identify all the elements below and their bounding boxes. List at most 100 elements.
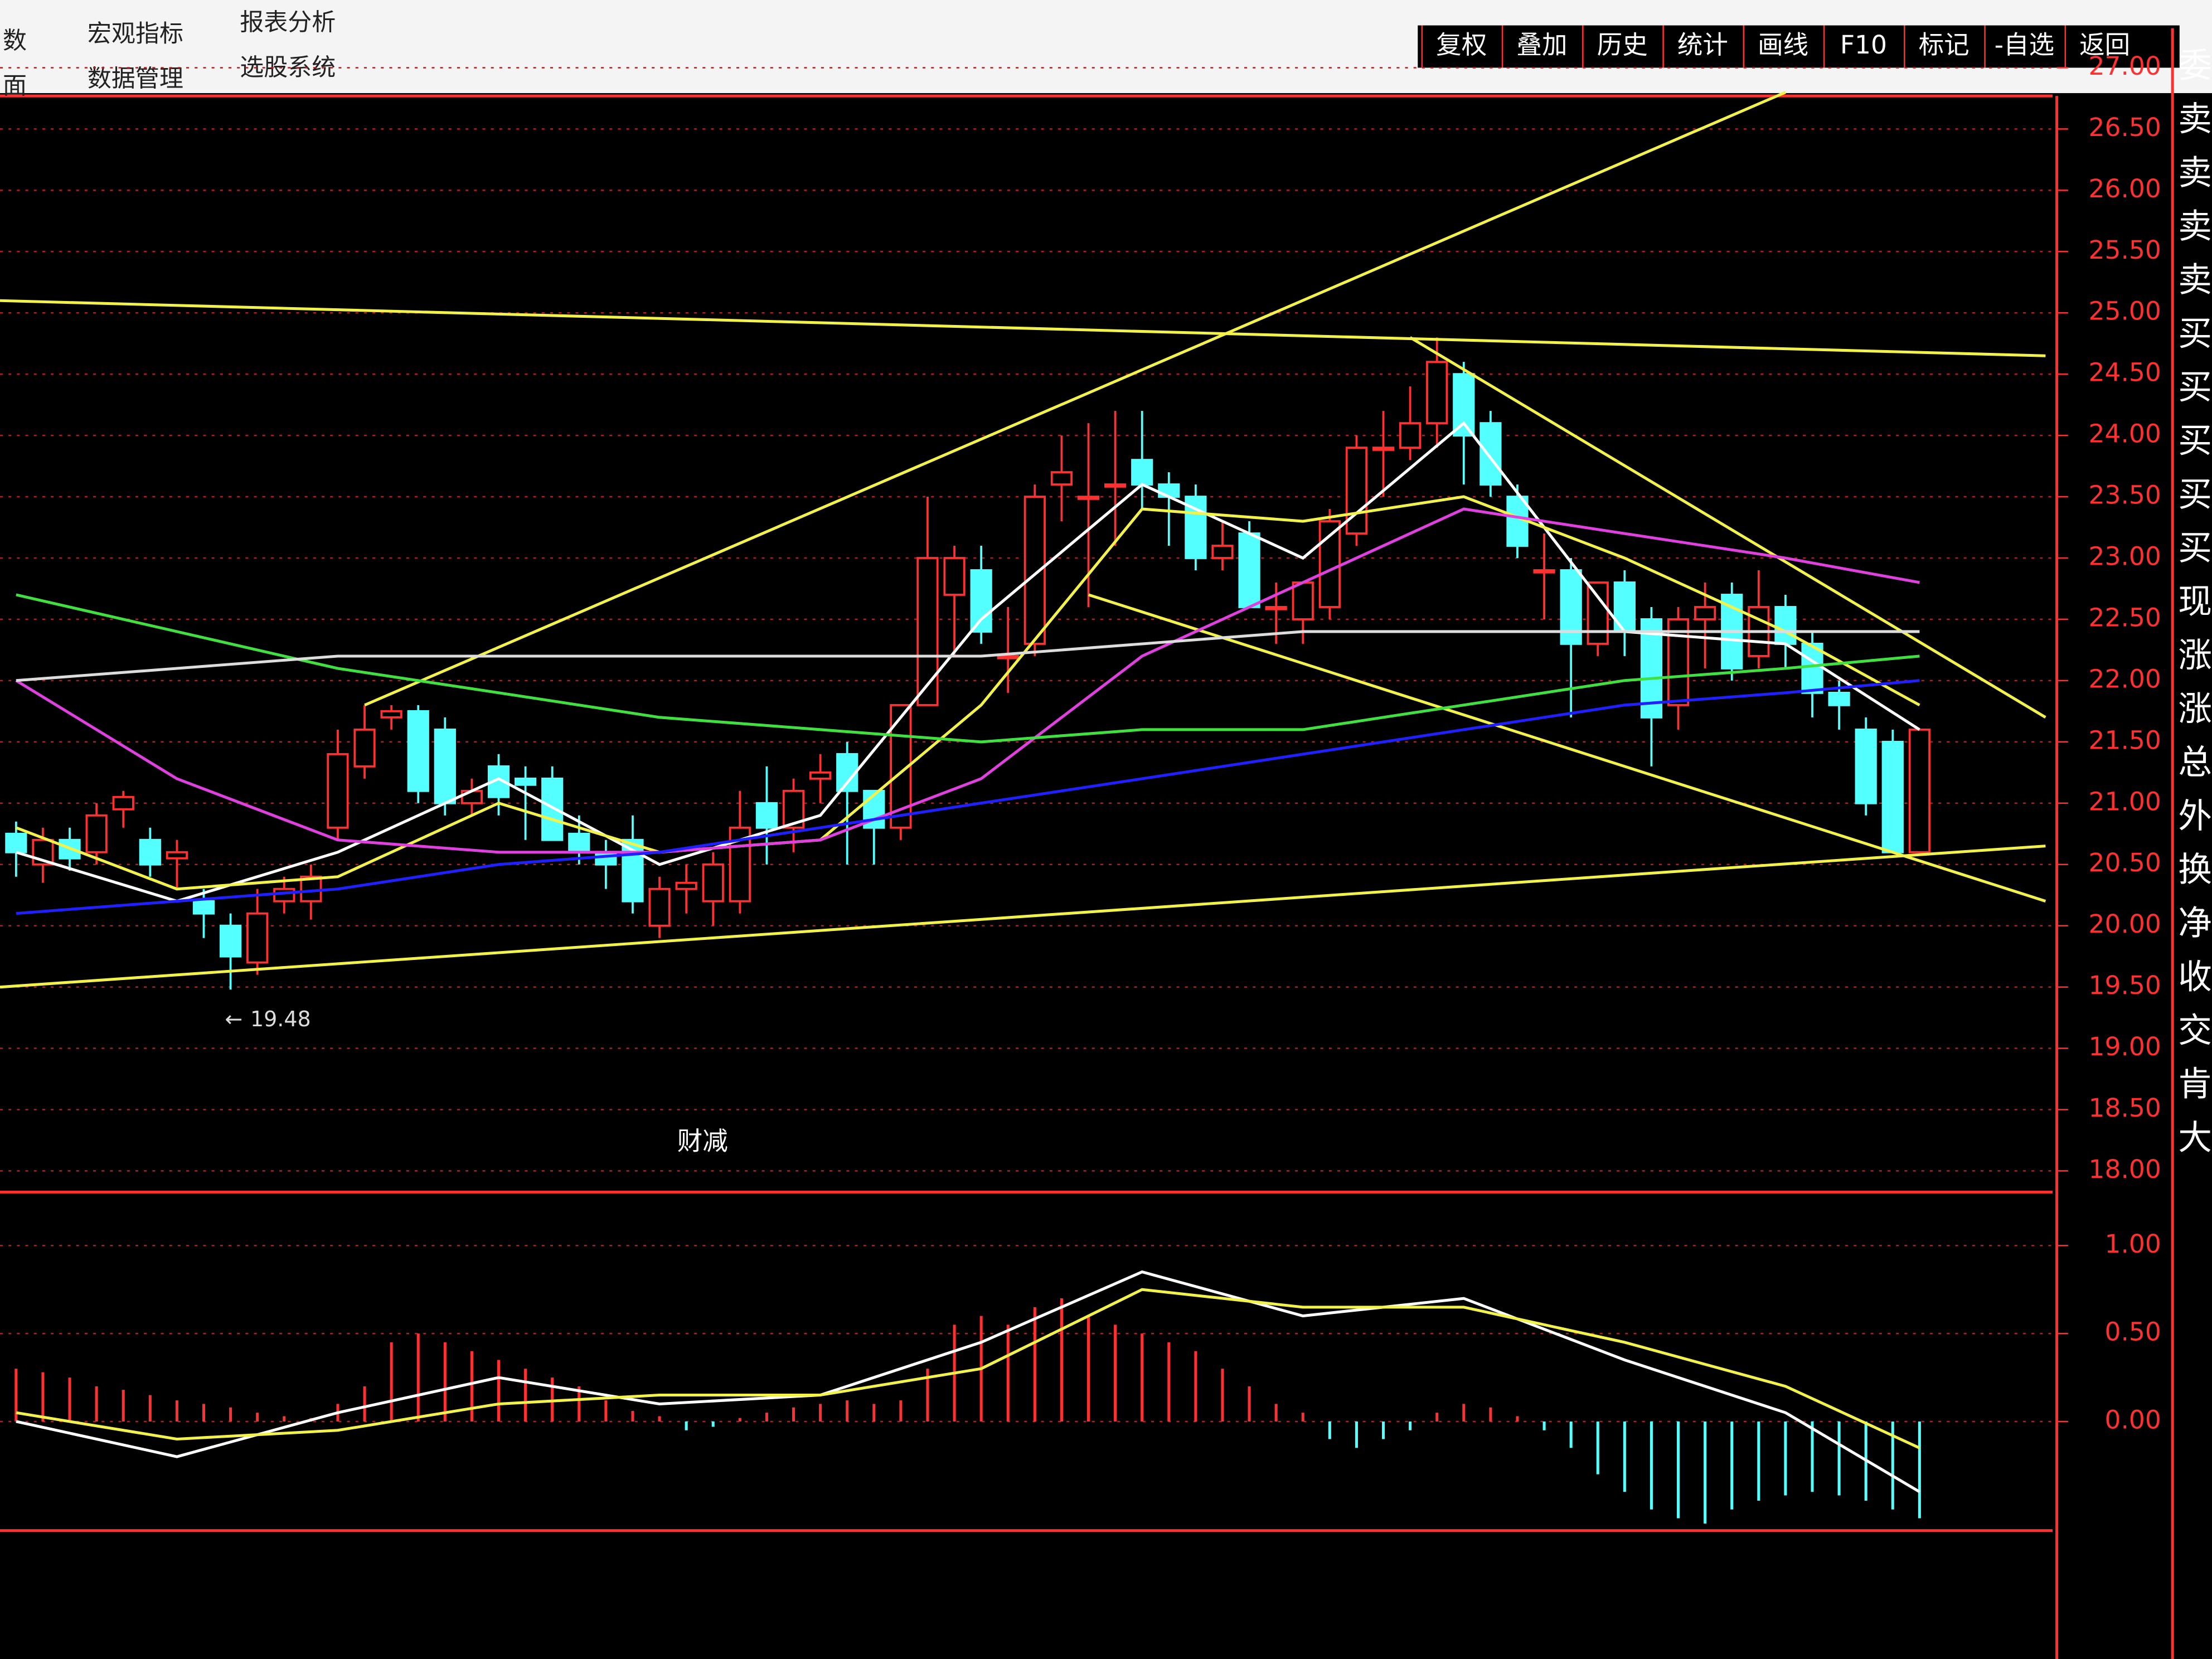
y-tick-label: 18.00 xyxy=(2088,1154,2161,1184)
candle-body xyxy=(1131,459,1153,486)
ma-line xyxy=(16,1288,1920,1449)
low-label: 19.48 xyxy=(250,1007,311,1031)
menu-item[interactable]: 数 xyxy=(3,27,27,55)
candle-body xyxy=(1881,740,1904,853)
candle-body xyxy=(1399,422,1422,449)
candle-body xyxy=(112,795,134,811)
side-label: 买 xyxy=(2178,475,2212,514)
y-tick-label: 20.00 xyxy=(2088,909,2161,939)
candle-body xyxy=(32,838,54,866)
side-label: 卖 xyxy=(2178,261,2212,300)
side-label: 净 xyxy=(2178,904,2212,943)
toolbar-button[interactable]: 统计 xyxy=(1677,30,1728,60)
candle-body xyxy=(407,710,429,792)
ma-line xyxy=(16,679,1920,915)
side-label: 卖 xyxy=(2178,153,2212,192)
candle-body xyxy=(1426,361,1448,425)
candle-body xyxy=(595,851,617,866)
candle-body xyxy=(5,832,27,853)
ma-line xyxy=(16,593,1920,744)
toolbar-button[interactable]: 复权 xyxy=(1436,30,1487,60)
side-label: 收 xyxy=(2178,958,2212,997)
trend-line xyxy=(1088,593,2046,903)
candle-body xyxy=(1908,728,1930,853)
y-tick-label: 22.50 xyxy=(2088,603,2161,632)
candle-body xyxy=(755,802,778,829)
side-label: 大 xyxy=(2178,1118,2212,1157)
y-tick-label: 21.50 xyxy=(2088,725,2161,755)
trend-line xyxy=(0,845,2046,989)
candle-body xyxy=(139,838,161,866)
toolbar-button[interactable]: 历史 xyxy=(1597,30,1648,60)
y-tick-label: 0.50 xyxy=(2104,1317,2161,1347)
candle-body xyxy=(1828,691,1850,706)
y-tick-label: 24.00 xyxy=(2088,419,2161,449)
y-tick-label: 0.00 xyxy=(2104,1405,2161,1434)
y-tick-label: 19.50 xyxy=(2088,971,2161,1000)
candle-body xyxy=(863,789,885,829)
candle-body xyxy=(273,887,295,903)
candle-body xyxy=(1453,373,1475,437)
candle-body xyxy=(675,881,697,890)
y-tick-label: 1.00 xyxy=(2104,1229,2161,1259)
toolbar-button[interactable]: F10 xyxy=(1840,30,1887,60)
side-label: 卖 xyxy=(2178,100,2212,139)
side-label: 买 xyxy=(2178,368,2212,407)
panel-label: 财减 xyxy=(677,1126,728,1156)
ma-line xyxy=(15,495,1920,891)
y-tick-label: 25.00 xyxy=(2088,297,2161,326)
menu-item[interactable]: 报表分析 xyxy=(240,9,336,37)
trend-line xyxy=(1409,336,2046,719)
toolbar-button[interactable]: 标记 xyxy=(1919,30,1970,60)
candle-body xyxy=(514,777,537,786)
y-tick-label: 26.50 xyxy=(2088,113,2161,142)
candle-body xyxy=(943,557,966,596)
y-tick-label: 27.00 xyxy=(2088,51,2161,81)
candle-body xyxy=(1640,618,1663,719)
y-tick-label: 21.00 xyxy=(2088,787,2161,816)
toolbar-button[interactable]: 返回 xyxy=(2079,30,2130,60)
side-label: 买 xyxy=(2178,421,2212,460)
candle-body xyxy=(1855,728,1877,804)
menu-item[interactable]: 数据管理 xyxy=(88,65,183,93)
side-label: 总 xyxy=(2178,743,2212,782)
candle-body xyxy=(997,655,1019,659)
side-label: 肯 xyxy=(2178,1065,2212,1104)
candle-body xyxy=(541,777,564,841)
candle-body xyxy=(809,771,832,780)
side-label: 现 xyxy=(2178,583,2212,622)
menu-item[interactable]: 宏观指标 xyxy=(88,20,183,48)
toolbar-button[interactable]: -自选 xyxy=(1995,30,2055,60)
candle-body xyxy=(85,814,108,853)
candle-body xyxy=(1077,496,1100,500)
side-label: 换 xyxy=(2178,851,2212,890)
candle-body xyxy=(353,728,376,768)
candle-body xyxy=(1238,532,1260,608)
side-label: 买 xyxy=(2178,314,2212,353)
y-tick-label: 19.00 xyxy=(2088,1032,2161,1061)
ma-line xyxy=(15,507,1920,854)
side-label: 买 xyxy=(2178,529,2212,568)
side-label: 外 xyxy=(2178,797,2212,836)
candle-body xyxy=(1667,618,1690,706)
side-label: 委 xyxy=(2178,46,2212,85)
low-arrow: ← xyxy=(225,1007,242,1031)
side-label: 交 xyxy=(2178,1011,2212,1050)
candle-body xyxy=(246,912,269,964)
y-tick-label: 22.00 xyxy=(2088,664,2161,693)
ma-line xyxy=(16,630,1920,682)
candle-body xyxy=(1211,545,1234,559)
y-tick-label: 24.50 xyxy=(2088,358,2161,387)
button-bar xyxy=(1418,25,2180,68)
candle-body xyxy=(380,710,402,719)
menu-item[interactable]: 面 xyxy=(3,72,27,100)
candle-body xyxy=(1104,483,1127,488)
ma-line xyxy=(16,1270,1920,1493)
y-tick-label: 20.50 xyxy=(2088,848,2161,877)
toolbar-button[interactable]: 画线 xyxy=(1758,30,1808,60)
side-label: 卖 xyxy=(2178,207,2212,246)
toolbar-button[interactable]: 叠加 xyxy=(1516,30,1567,60)
candle-body xyxy=(1774,606,1797,645)
